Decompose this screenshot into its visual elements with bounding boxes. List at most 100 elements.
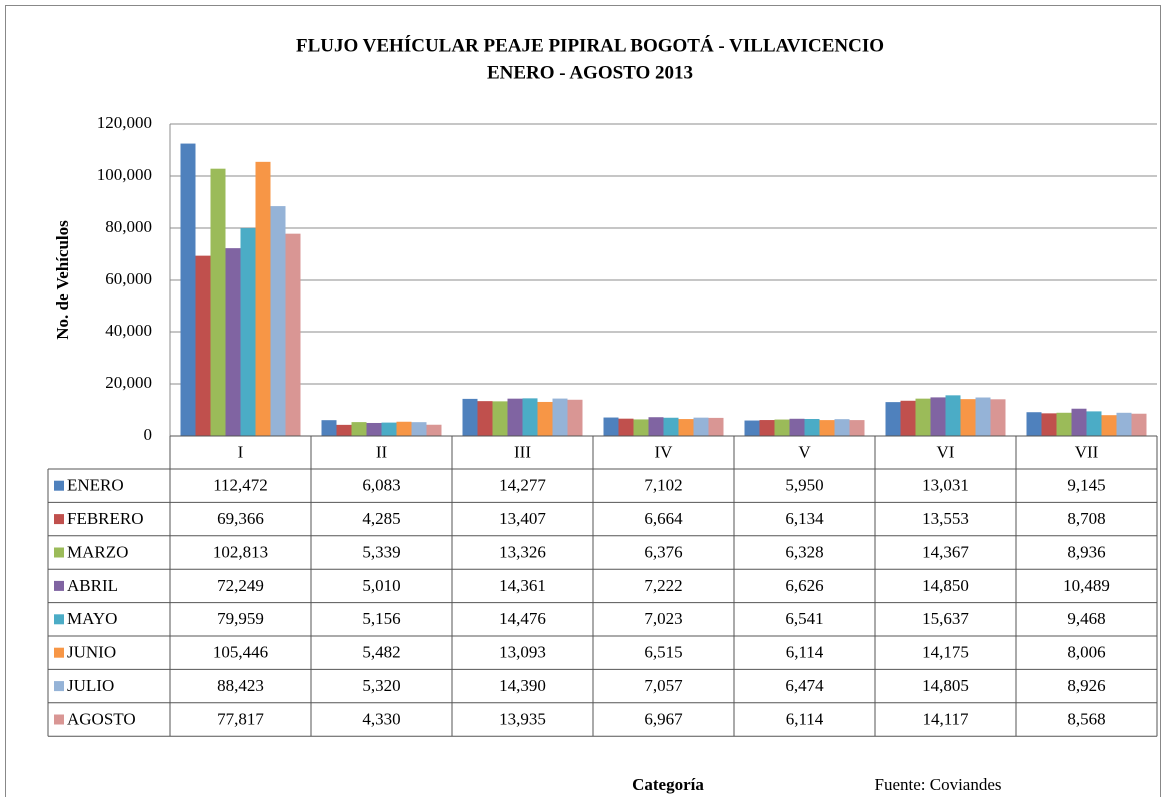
table-value: 8,568 <box>1067 709 1105 728</box>
x-tick-label: II <box>376 442 388 461</box>
table-value: 7,057 <box>644 676 683 695</box>
x-tick-label: VII <box>1075 442 1099 461</box>
table-value: 6,083 <box>362 476 400 495</box>
bar <box>492 401 508 436</box>
bar <box>462 398 478 436</box>
table-value: 5,482 <box>362 643 400 662</box>
bar <box>366 422 382 436</box>
y-tick-label: 60,000 <box>105 269 152 288</box>
bar <box>603 417 619 436</box>
table-value: 15,637 <box>922 609 969 628</box>
bar <box>477 401 493 436</box>
x-tick-label: V <box>798 442 811 461</box>
bar <box>744 420 760 436</box>
table-value: 13,093 <box>499 643 546 662</box>
bar <box>990 399 1006 436</box>
table-value: 14,361 <box>499 576 546 595</box>
table-value: 6,626 <box>785 576 823 595</box>
bar <box>633 419 649 436</box>
legend-swatch <box>54 547 64 558</box>
table-value: 6,541 <box>785 609 823 628</box>
y-tick-label: 20,000 <box>105 373 152 392</box>
bar <box>507 398 523 436</box>
legend-label: FEBRERO <box>67 509 144 528</box>
table-value: 7,023 <box>644 609 682 628</box>
table-value: 5,156 <box>362 609 400 628</box>
bar <box>567 399 583 436</box>
legend-swatch <box>54 681 64 692</box>
bar <box>774 419 790 436</box>
bar <box>270 206 286 436</box>
x-tick-label: IV <box>655 442 674 461</box>
bar <box>975 397 991 436</box>
table-value: 6,664 <box>644 509 683 528</box>
table-value: 72,249 <box>217 576 264 595</box>
bar <box>618 418 634 436</box>
table-value: 13,553 <box>922 509 969 528</box>
table-value: 13,326 <box>499 542 546 561</box>
table-value: 9,468 <box>1067 609 1105 628</box>
bar <box>1101 415 1117 436</box>
table-value: 5,339 <box>362 542 400 561</box>
table-value: 14,175 <box>922 643 969 662</box>
bar <box>900 400 916 436</box>
bar <box>693 417 709 436</box>
legend-label: JULIO <box>67 676 114 695</box>
bar <box>1116 412 1132 436</box>
bar <box>1026 412 1042 436</box>
bar <box>1086 411 1102 436</box>
bar <box>240 228 256 436</box>
legend-label: AGOSTO <box>67 709 136 728</box>
x-tick-label: VI <box>937 442 955 461</box>
legend-swatch <box>54 480 64 491</box>
table-value: 13,407 <box>499 509 546 528</box>
legend-swatch <box>54 514 64 525</box>
table-value: 79,959 <box>217 609 264 628</box>
table-value: 4,285 <box>362 509 400 528</box>
bar <box>885 402 901 436</box>
chart-subtitle: ENERO - AGOSTO 2013 <box>487 62 693 83</box>
table-value: 77,817 <box>217 709 264 728</box>
bar <box>210 168 226 436</box>
legend-label: ABRIL <box>67 576 118 595</box>
table-value: 6,967 <box>644 709 683 728</box>
table-value: 9,145 <box>1067 476 1105 495</box>
bar <box>195 255 211 436</box>
table-value: 6,114 <box>786 709 824 728</box>
legend-swatch <box>54 614 64 625</box>
table-value: 14,117 <box>922 709 969 728</box>
bar <box>321 420 337 436</box>
bar <box>552 398 568 436</box>
table-value: 4,330 <box>362 709 400 728</box>
table-value: 8,708 <box>1067 509 1105 528</box>
bar <box>351 422 367 436</box>
bar <box>678 419 694 436</box>
legend-swatch <box>54 647 64 658</box>
table-value: 7,102 <box>644 476 682 495</box>
bar <box>834 419 850 436</box>
table-value: 10,489 <box>1063 576 1110 595</box>
bar <box>1131 413 1147 436</box>
bar <box>648 417 664 436</box>
bar <box>708 417 724 436</box>
bar <box>336 424 352 436</box>
table-value: 6,474 <box>785 676 824 695</box>
table-value: 105,446 <box>213 643 268 662</box>
legend-label: MAYO <box>67 609 117 628</box>
table-value: 6,515 <box>644 643 682 662</box>
x-tick-label: I <box>238 442 244 461</box>
x-axis-label: Categoría <box>632 775 704 794</box>
table-value: 6,134 <box>785 509 824 528</box>
table-value: 6,376 <box>644 542 682 561</box>
bar <box>930 397 946 436</box>
bar <box>960 399 976 436</box>
bar <box>945 395 961 436</box>
table-value: 8,926 <box>1067 676 1105 695</box>
bar <box>537 401 553 436</box>
bar <box>225 248 241 436</box>
table-value: 5,320 <box>362 676 400 695</box>
table-value: 13,935 <box>499 709 546 728</box>
bar <box>849 420 865 436</box>
legend-swatch <box>54 580 64 591</box>
